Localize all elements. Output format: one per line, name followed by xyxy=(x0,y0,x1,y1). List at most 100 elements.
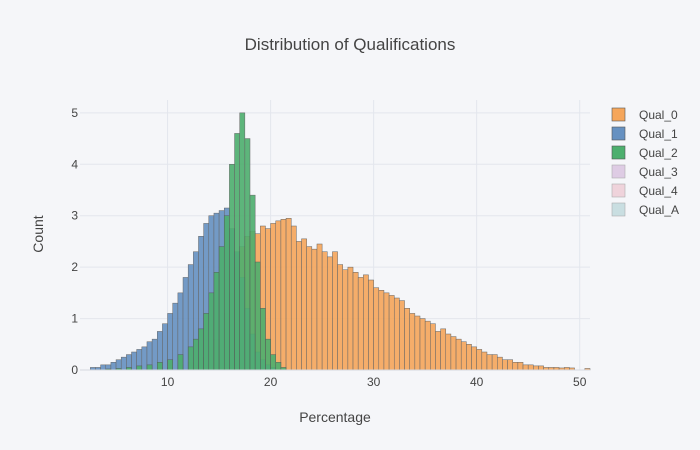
x-tick-label: 10 xyxy=(161,375,175,389)
histogram-bar xyxy=(270,223,277,371)
histogram-bar xyxy=(131,351,137,371)
histogram-bar xyxy=(435,331,441,371)
histogram-bar xyxy=(260,308,266,371)
legend-item-qual_1[interactable]: Qual_1 xyxy=(611,126,678,141)
histogram-bar xyxy=(141,346,148,371)
x-tick-label: 20 xyxy=(264,375,278,389)
histogram-bar xyxy=(404,308,410,371)
histogram-bar xyxy=(502,359,508,371)
legend-item-qual_2[interactable]: Qual_2 xyxy=(611,145,678,160)
y-tick-label: 5 xyxy=(71,106,78,120)
histogram-bar xyxy=(399,300,405,371)
legend-swatch xyxy=(611,164,626,179)
histogram-bar xyxy=(120,356,127,371)
x-tick-label: 30 xyxy=(367,375,381,389)
histogram-bar xyxy=(110,362,117,371)
histogram-bar xyxy=(378,290,385,371)
legend[interactable]: Qual_0 Qual_1 Qual_2 Qual_3 Qual_4 Qual_A xyxy=(611,107,679,217)
histogram-bar xyxy=(311,248,318,371)
histogram-bar xyxy=(409,313,416,371)
histogram-bar xyxy=(522,364,529,371)
y-axis-title: Count xyxy=(30,215,46,252)
histogram-bar xyxy=(445,333,452,371)
legend-item-qual_3[interactable]: Qual_3 xyxy=(611,164,678,179)
histogram-bar xyxy=(517,362,524,371)
y-tick-label: 0 xyxy=(71,363,78,377)
histogram-bar xyxy=(100,364,107,371)
histogram-bar xyxy=(239,112,246,371)
histogram-bar xyxy=(182,277,189,371)
legend-item-qual_a[interactable]: Qual_A xyxy=(611,202,679,217)
histogram-bar xyxy=(265,338,271,371)
histogram-bar xyxy=(388,295,395,371)
histogram-bar xyxy=(430,323,436,371)
histogram-bar xyxy=(507,359,513,371)
histogram-bar xyxy=(342,269,349,371)
histogram-bar xyxy=(234,133,240,371)
histogram-bar xyxy=(327,256,333,371)
histogram-bar xyxy=(306,246,313,371)
histogram-bar xyxy=(321,251,328,371)
histogram-bar xyxy=(440,328,447,371)
histogram-bar xyxy=(347,266,354,371)
histogram-bar xyxy=(414,315,421,371)
histogram-bar xyxy=(368,279,374,371)
histogram-bar xyxy=(497,356,503,371)
histogram-bar xyxy=(527,364,534,371)
histogram-bar xyxy=(146,364,153,371)
histogram-bar xyxy=(460,341,467,371)
histogram-bar xyxy=(193,338,199,371)
legend-label: Qual_1 xyxy=(639,127,678,141)
histogram-bar xyxy=(424,320,431,371)
histogram-bar xyxy=(249,194,256,371)
legend-item-qual_4[interactable]: Qual_4 xyxy=(611,183,678,198)
histogram-bar xyxy=(254,261,261,371)
histogram-bar xyxy=(538,365,544,371)
histogram-bar xyxy=(213,272,220,371)
histogram-bar xyxy=(383,292,390,371)
histogram-bar xyxy=(244,138,251,371)
y-tick-label: 3 xyxy=(71,209,78,223)
histogram-bar xyxy=(352,272,359,371)
histogram-bar xyxy=(151,338,158,371)
legend-swatch xyxy=(611,202,626,217)
histogram-bar xyxy=(486,354,493,371)
histogram-bar xyxy=(455,338,462,371)
x-tick-label: 50 xyxy=(573,375,587,389)
legend-swatch xyxy=(611,126,626,141)
histogram-bar xyxy=(280,219,287,371)
histogram-bar xyxy=(290,225,297,371)
x-tick-label: 40 xyxy=(470,375,484,389)
histogram-bar xyxy=(466,344,472,371)
series-Qual_2 xyxy=(105,112,287,371)
histogram-bar xyxy=(157,362,163,371)
legend-label: Qual_4 xyxy=(639,184,678,198)
histogram-bar xyxy=(187,346,194,371)
histogram-bar xyxy=(332,251,338,371)
legend-swatch xyxy=(611,183,626,198)
histogram-bar xyxy=(363,274,369,371)
histogram-bar xyxy=(512,362,519,371)
histogram-bar xyxy=(471,346,477,371)
histogram-bar xyxy=(316,243,323,371)
y-tick-label: 4 xyxy=(71,157,78,171)
histogram-bar xyxy=(275,362,282,371)
histogram-bar xyxy=(533,365,539,371)
legend-label: Qual_0 xyxy=(639,108,678,122)
histogram-bar xyxy=(223,215,230,371)
histogram-bar xyxy=(229,164,235,371)
histogram-bar xyxy=(419,318,426,371)
histogram-bar xyxy=(136,365,143,371)
legend-swatch xyxy=(611,107,626,122)
histogram-bar xyxy=(218,246,225,371)
histogram-bar xyxy=(275,220,282,371)
histogram-bar xyxy=(162,323,168,371)
histogram-bar xyxy=(357,277,364,371)
histogram-bar xyxy=(177,354,184,371)
y-tick-label: 1 xyxy=(71,312,78,326)
legend-label: Qual_3 xyxy=(639,165,678,179)
legend-item-qual_0[interactable]: Qual_0 xyxy=(611,107,678,122)
histogram-bar xyxy=(481,351,488,371)
